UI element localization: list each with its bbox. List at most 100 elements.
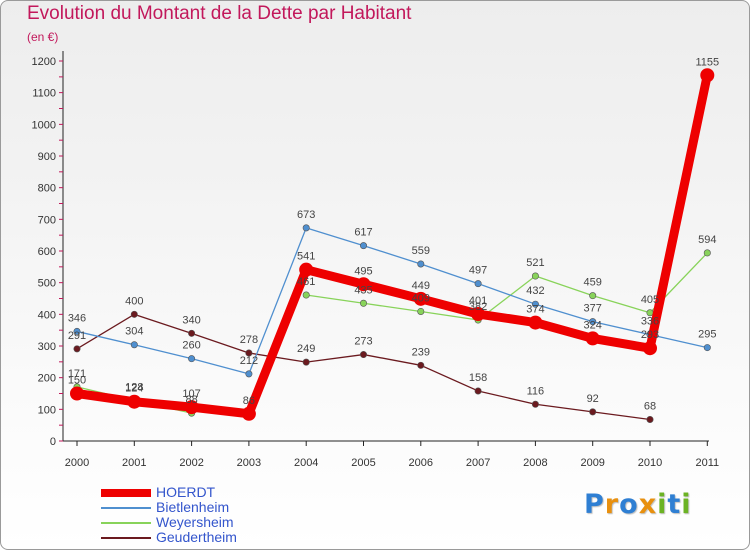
data-point-bietlenheim [302, 224, 310, 232]
data-label-hoerdt: 449 [412, 280, 430, 292]
data-label-weyersheim: 171 [68, 368, 86, 380]
data-label-bietlenheim: 336 [641, 316, 659, 328]
legend-label: Geudertheim [156, 529, 237, 545]
axes: 0 100 200 300 400 500 600 700 800 900 1000 1100 1200… [32, 51, 719, 469]
data-point-hoerdt [700, 68, 715, 83]
x-tick-label: 2008 [523, 457, 547, 469]
proxiti-logo: Proxiti [584, 489, 692, 520]
data-point-bietlenheim [245, 370, 253, 378]
legend-swatch [101, 521, 151, 524]
data-label-bietlenheim: 497 [469, 265, 487, 277]
x-tick-label: 2000 [65, 457, 89, 469]
data-point-bietlenheim [417, 260, 425, 268]
data-point-geudertheim [302, 358, 310, 366]
x-tick-label: 2009 [580, 457, 604, 469]
x-tick-label: 2003 [237, 457, 261, 469]
data-label-weyersheim: 409 [412, 292, 430, 304]
data-label-bietlenheim: 304 [125, 326, 143, 338]
data-point-bietlenheim [474, 280, 482, 288]
data-point-hoerdt [356, 277, 371, 292]
data-point-weyersheim [703, 249, 711, 257]
data-label-bietlenheim: 212 [240, 355, 258, 367]
data-point-bietlenheim [531, 300, 539, 308]
data-point-weyersheim [417, 307, 425, 315]
data-point-weyersheim [531, 272, 539, 280]
data-point-hoerdt [184, 400, 199, 415]
y-tick-label: 0 [50, 436, 56, 448]
data-label-hoerdt: 86 [243, 395, 255, 407]
data-label-weyersheim: 128 [125, 381, 143, 393]
series-layer [70, 68, 715, 423]
data-label-hoerdt: 495 [354, 265, 372, 277]
data-label-bietlenheim: 377 [584, 303, 602, 315]
data-point-hoerdt [413, 291, 428, 306]
legend-swatch [101, 536, 151, 539]
y-tick-label: 100 [38, 404, 56, 416]
series-line-hoerdt [72, 70, 712, 419]
data-label-weyersheim: 382 [469, 301, 487, 313]
data-point-geudertheim [589, 408, 597, 416]
data-point-geudertheim [417, 361, 425, 369]
data-label-weyersheim: 459 [584, 277, 602, 289]
data-label-geudertheim: 158 [469, 372, 487, 384]
data-label-hoerdt: 374 [526, 304, 544, 316]
legend-swatch [101, 488, 151, 497]
data-label-hoerdt: 324 [584, 319, 602, 331]
series-geudertheim [73, 310, 654, 423]
x-tick-label: 2005 [351, 457, 375, 469]
data-label-geudertheim: 239 [412, 346, 430, 358]
data-point-geudertheim [531, 400, 539, 408]
data-point-hoerdt [471, 307, 486, 322]
data-label-weyersheim: 521 [526, 257, 544, 269]
data-point-hoerdt [241, 406, 256, 421]
data-label-geudertheim: 278 [240, 334, 258, 346]
data-label-bietlenheim: 617 [354, 227, 372, 239]
data-label-bietlenheim: 673 [297, 209, 315, 221]
data-label-bietlenheim: 559 [412, 245, 430, 257]
data-point-bietlenheim [188, 355, 196, 363]
data-label-bietlenheim: 295 [698, 329, 716, 341]
x-tick-label: 2007 [466, 457, 490, 469]
legend-item-geudertheim: Geudertheim [101, 530, 237, 545]
data-point-weyersheim [589, 292, 597, 300]
legend-label: Bietlenheim [156, 499, 230, 515]
legend-item-hoerdt: HOERDT [101, 485, 237, 500]
y-tick-label: 900 [38, 151, 56, 163]
x-tick-label: 2006 [409, 457, 433, 469]
data-point-hoerdt [70, 386, 84, 401]
data-point-hoerdt [528, 315, 543, 330]
data-point-geudertheim [646, 415, 654, 423]
data-point-geudertheim [130, 310, 138, 318]
legend-label: Weyersheim [156, 514, 234, 530]
series-hoerdt [70, 68, 715, 421]
data-point-bietlenheim [589, 318, 597, 326]
data-point-geudertheim [474, 387, 482, 395]
series-bietlenheim [73, 224, 711, 378]
data-point-geudertheim [188, 329, 196, 337]
x-tick-label: 2011 [695, 457, 719, 469]
data-label-hoerdt: 124 [125, 383, 143, 395]
data-label-bietlenheim: 346 [68, 312, 86, 324]
data-label-hoerdt: 541 [297, 251, 315, 263]
legend-item-weyersheim: Weyersheim [101, 515, 237, 530]
unit-label: (en €) [27, 30, 59, 44]
series-weyersheim [73, 249, 711, 417]
data-point-hoerdt [299, 262, 314, 277]
y-tick-label: 300 [38, 341, 56, 353]
data-point-bietlenheim [359, 242, 367, 250]
data-label-geudertheim: 68 [644, 400, 656, 412]
legend-swatch [101, 506, 151, 509]
data-point-bietlenheim [703, 344, 711, 352]
data-label-bietlenheim: 432 [526, 285, 544, 297]
data-label-hoerdt: 107 [182, 388, 200, 400]
y-tick-label: 1000 [32, 119, 56, 131]
legend-item-bietlenheim: Bietlenheim [101, 500, 237, 515]
x-tick-label: 2004 [294, 457, 318, 469]
legend: HOERDT Bietlenheim Weyersheim Geudertheim [101, 485, 237, 545]
data-label-geudertheim: 400 [125, 295, 143, 307]
data-point-bietlenheim [130, 341, 138, 349]
data-label-geudertheim: 116 [527, 385, 545, 397]
y-tick-label: 200 [38, 373, 56, 385]
x-tick-label: 2001 [122, 457, 146, 469]
y-tick-label: 400 [38, 309, 56, 321]
